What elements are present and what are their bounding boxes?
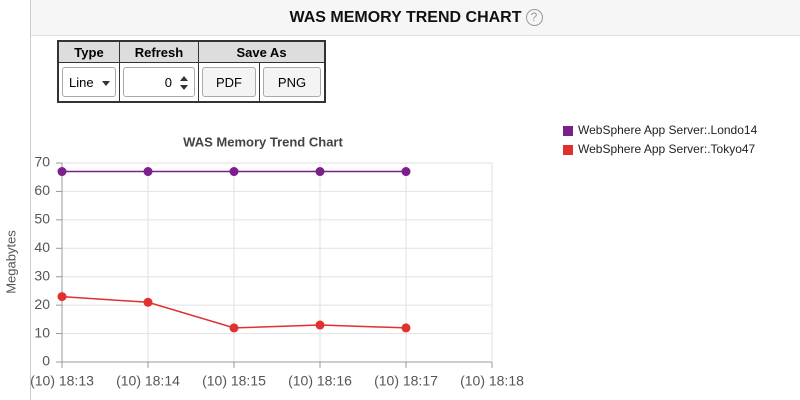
data-point bbox=[57, 167, 67, 177]
y-tick-label: 50 bbox=[34, 211, 50, 227]
x-tick-label: (10) 18:13 bbox=[30, 373, 94, 389]
data-point bbox=[315, 167, 325, 177]
chart-title: WAS Memory Trend Chart bbox=[183, 134, 343, 149]
y-tick-label: 20 bbox=[34, 296, 50, 312]
x-tick-label: (10) 18:16 bbox=[288, 373, 352, 389]
legend-swatch bbox=[563, 145, 573, 155]
legend-swatch bbox=[563, 126, 573, 136]
y-axis-label: Megabytes bbox=[3, 230, 18, 294]
x-tick-label: (10) 18:14 bbox=[116, 373, 180, 389]
legend-label: WebSphere App Server:.Tokyo47 bbox=[578, 142, 756, 156]
y-tick-label: 0 bbox=[42, 353, 50, 369]
panel-title: WAS MEMORY TREND CHART bbox=[289, 9, 522, 26]
spin-down[interactable] bbox=[180, 85, 188, 90]
data-point bbox=[401, 167, 411, 177]
refresh-input[interactable]: 0 bbox=[123, 67, 195, 97]
x-tick-label: (10) 18:15 bbox=[202, 373, 266, 389]
y-tick-label: 10 bbox=[34, 324, 50, 340]
panel-border bbox=[30, 35, 31, 400]
panel-header: WAS MEMORY TREND CHART? bbox=[30, 0, 800, 36]
y-tick-label: 60 bbox=[34, 182, 50, 198]
select-arrow bbox=[102, 81, 110, 86]
x-tick-label: (10) 18:17 bbox=[374, 373, 438, 389]
y-tick-label: 30 bbox=[34, 267, 50, 283]
help-icon[interactable]: ? bbox=[525, 9, 543, 27]
input-value: 0 bbox=[164, 75, 172, 90]
legend-label: WebSphere App Server:.Londo14 bbox=[578, 123, 758, 137]
data-point bbox=[315, 320, 325, 330]
controls-table: Type Refresh Save As Line 0 PDF PNG bbox=[57, 40, 326, 103]
data-point bbox=[143, 167, 153, 177]
y-tick-label: 70 bbox=[34, 154, 50, 170]
data-point bbox=[401, 323, 411, 333]
pdf-button[interactable]: PDF bbox=[202, 67, 256, 97]
png-button[interactable]: PNG bbox=[263, 67, 321, 97]
x-tick-label: (10) 18:18 bbox=[460, 373, 524, 389]
data-point bbox=[229, 323, 239, 333]
y-tick-label: 40 bbox=[34, 239, 50, 255]
spin-up[interactable] bbox=[180, 76, 188, 81]
data-point bbox=[57, 292, 67, 302]
data-point bbox=[143, 297, 153, 307]
data-point bbox=[229, 167, 239, 177]
col-header: Save As bbox=[198, 40, 326, 63]
type-select[interactable]: Line bbox=[62, 67, 116, 97]
select-value: Line bbox=[69, 75, 94, 90]
